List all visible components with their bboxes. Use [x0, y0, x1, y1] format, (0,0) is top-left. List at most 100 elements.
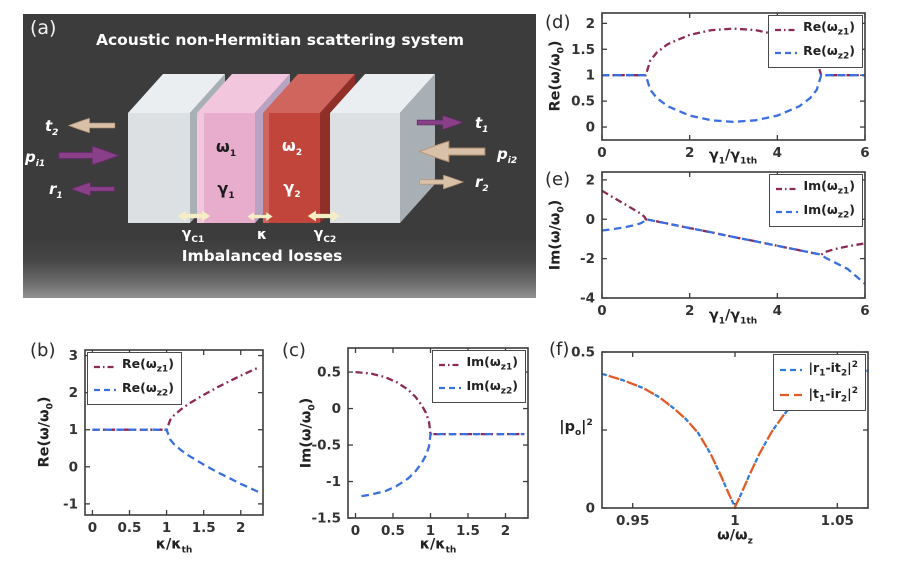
x-tick-label: 0 — [597, 303, 606, 319]
legend-entry: |r1-it2|2 — [779, 357, 858, 383]
legend-entry: Re(ωz2) — [774, 42, 855, 66]
panel-label-d: (d) — [545, 12, 571, 33]
x-tick-label: 1.5 — [456, 523, 480, 539]
legend-label: Im(ωz1) — [466, 354, 519, 373]
x-tick-label: 1 — [426, 523, 435, 539]
legend-entry: Re(ωz1) — [774, 18, 855, 42]
legend-label: Re(ωz1) — [803, 19, 855, 38]
pi2-arrow-icon — [417, 140, 486, 163]
gc2-label: γC2 — [313, 226, 337, 245]
x-tick-label: 0.5 — [118, 520, 142, 536]
chart-axes-b: 0 0.5 1 1.5 2 -1 0 1 2 3 — [63, 348, 264, 536]
legend-label: Re(ωz1) — [122, 356, 174, 375]
y-tick-label: 2 — [586, 16, 595, 32]
x-tick-label: 2 — [501, 523, 510, 539]
gc1-label: γC1 — [181, 226, 205, 245]
x-tick-label: 0 — [597, 145, 606, 161]
y-tick-label: 1 — [69, 422, 78, 438]
series-line — [601, 218, 866, 285]
t1-label: t1 — [475, 114, 489, 135]
x-tick-label: 2 — [685, 145, 694, 161]
gray-block-left-front-face — [128, 113, 190, 223]
red-slab-top-face — [263, 74, 355, 113]
y-tick-label: -4 — [580, 291, 595, 307]
y-tick-label: 2 — [69, 385, 78, 401]
axes-border — [601, 12, 866, 141]
kappa-coupling-arrow-icon — [247, 212, 273, 221]
legend-line-sample — [780, 368, 803, 371]
chart-f-xlabel: ω/ωz — [717, 527, 753, 547]
axes-border — [601, 171, 866, 299]
y-tick-label: 0.5 — [571, 345, 595, 361]
y-tick-label: 1 — [586, 68, 595, 84]
chart-f-ylabel: |po|2 — [559, 418, 593, 438]
legend-label: Re(ωz2) — [803, 42, 855, 62]
legend-label: |r1-it2|2 — [808, 360, 858, 379]
legend-line-sample — [775, 211, 798, 214]
legend-line-sample — [775, 28, 798, 31]
legend-b: Re(ωz1) Re(ωz2) — [87, 352, 182, 405]
t2-arrow-icon — [67, 117, 116, 134]
x-tick-label: 6 — [860, 303, 869, 319]
chart-c-ylabel: Im(ω/ω0) — [298, 397, 318, 469]
block-assembly — [128, 74, 435, 223]
y-tick-label: 0 — [586, 212, 595, 228]
legend-line-sample — [775, 52, 798, 55]
legend-line-sample — [94, 389, 116, 392]
chart-b-ylabel: Re(ω/ω0) — [36, 396, 56, 468]
y-tick-label: 3 — [69, 348, 78, 364]
panel-label-e: (e) — [545, 169, 571, 190]
legend-line-sample — [438, 363, 461, 366]
chart-e-ylabel: Im(ω/ω0) — [547, 199, 567, 271]
y-tick-label: 0 — [586, 501, 595, 517]
legend-entry: Re(ωz2) — [93, 379, 174, 403]
x-tick-label: 1 — [730, 513, 739, 529]
series-line — [602, 74, 865, 124]
panel-label-b: (b) — [30, 340, 56, 361]
y-tick-label: 1.5 — [571, 42, 595, 58]
x-tick-label: 0.95 — [616, 513, 649, 529]
chart-f-output-spectrum: 0.95 1 1.05 0 0.5 |r1-it2|2 |t1-ir2|2 — [571, 345, 869, 529]
t2-label: t2 — [45, 117, 59, 138]
x-tick-label: 2 — [236, 520, 245, 536]
panel-a-title: Acoustic non-Hermitian scattering system — [95, 31, 465, 49]
pi2-label: pi2 — [497, 145, 518, 166]
y-tick-label: 0 — [586, 120, 595, 136]
gray-block-right-side-face — [400, 74, 435, 223]
x-tick-label: 0.5 — [381, 523, 405, 539]
panel-a-schematic: (a) Acoustic non-Hermitian scattering sy… — [23, 14, 536, 298]
legend-line-sample — [775, 187, 798, 190]
legend-entry: Im(ωz2) — [438, 377, 519, 401]
legend-entry: Im(ωz1) — [438, 353, 519, 377]
r1-label: r1 — [49, 180, 63, 201]
y-tick-label: -0.5 — [311, 438, 341, 454]
legend-line-sample — [94, 365, 116, 368]
legend-entry: Im(ωz1) — [775, 177, 856, 201]
kappa-label: κ — [257, 227, 267, 243]
y-tick-label: 0 — [69, 459, 78, 475]
r2-label: r2 — [475, 173, 489, 194]
y-tick-label: -1.5 — [311, 511, 341, 527]
legend-label: Im(ωz1) — [803, 178, 856, 197]
chart-b-re-vs-kappa: 0 0.5 1 1.5 2 -1 0 1 2 3 Re(ωz1) Re(ωz2) — [63, 348, 264, 536]
x-tick-label: 1.05 — [821, 513, 854, 529]
panel-label-f: (f) — [549, 339, 570, 360]
pi1-label: pi1 — [25, 148, 46, 169]
axes-border — [347, 347, 529, 519]
legend-label: |t1-ir2|2 — [808, 385, 858, 405]
legend-label: Im(ωz2) — [466, 377, 519, 397]
legend-entry: |t1-ir2|2 — [779, 383, 858, 409]
series-line — [601, 189, 866, 256]
gc1-coupling-arrow-icon — [177, 210, 211, 222]
legend-c: Im(ωz1) Im(ωz2) — [431, 350, 526, 403]
legend-line-sample — [438, 387, 461, 390]
chart-e-xlabel: γ1/γ1th — [708, 307, 758, 327]
x-tick-label: 1 — [162, 520, 171, 536]
r1-arrow-icon — [69, 181, 115, 197]
x-tick-label: 0 — [351, 523, 360, 539]
axes-border — [84, 349, 264, 516]
chart-axes-c: 0 0.5 1 1.5 2 -1.5 -1 -0.5 0 0.5 — [311, 347, 529, 539]
t1-arrow-icon — [416, 114, 465, 131]
pink-slab-top-face — [197, 74, 290, 113]
